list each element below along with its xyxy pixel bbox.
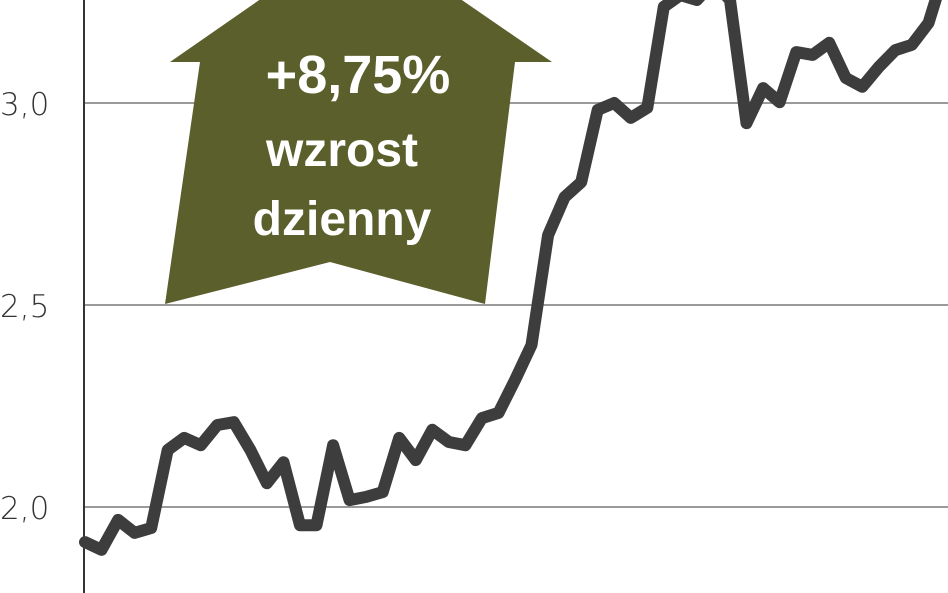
price-line [79, 0, 942, 556]
daily-change-label-2: dzienny [253, 193, 432, 246]
daily-change-value: +8,75% [266, 45, 451, 105]
y-tick-label: 2,0 [0, 491, 49, 527]
up-arrow-icon [165, 0, 552, 304]
y-tick-label: 3,0 [0, 87, 49, 123]
growth-arrow: +8,75% wzrost dzienny [165, 0, 552, 304]
y-tick-label: 2,5 [0, 289, 49, 325]
daily-change-label-1: wzrost [265, 124, 418, 177]
